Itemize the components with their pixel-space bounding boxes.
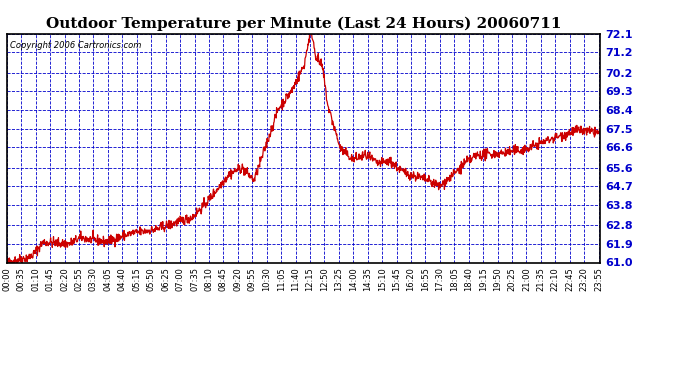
Text: Copyright 2006 Cartronics.com: Copyright 2006 Cartronics.com <box>10 40 141 50</box>
Title: Outdoor Temperature per Minute (Last 24 Hours) 20060711: Outdoor Temperature per Minute (Last 24 … <box>46 17 562 31</box>
